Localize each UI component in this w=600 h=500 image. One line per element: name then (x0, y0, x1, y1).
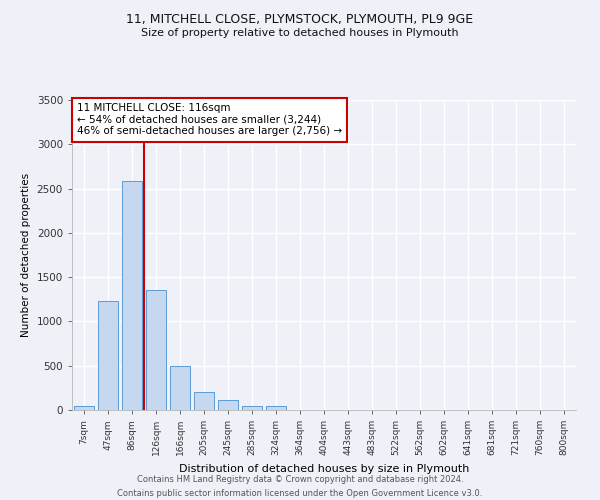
Bar (266, 406, 286, 410)
Bar (170, 366, 190, 410)
X-axis label: Distribution of detached houses by size in Plymouth: Distribution of detached houses by size … (179, 464, 469, 473)
Text: 11, MITCHELL CLOSE, PLYMSTOCK, PLYMOUTH, PL9 9GE: 11, MITCHELL CLOSE, PLYMSTOCK, PLYMOUTH,… (127, 12, 473, 26)
Bar (74, 406, 94, 410)
Bar (122, 180, 142, 410)
Bar (194, 392, 214, 410)
Y-axis label: Number of detached properties: Number of detached properties (21, 173, 31, 337)
Text: Contains HM Land Registry data © Crown copyright and database right 2024.
Contai: Contains HM Land Registry data © Crown c… (118, 476, 482, 498)
Bar (98, 301, 118, 410)
Text: 11 MITCHELL CLOSE: 116sqm
← 54% of detached houses are smaller (3,244)
46% of se: 11 MITCHELL CLOSE: 116sqm ← 54% of detac… (77, 103, 342, 136)
Bar (218, 400, 238, 410)
Bar (146, 290, 166, 410)
Text: Size of property relative to detached houses in Plymouth: Size of property relative to detached ho… (141, 28, 459, 38)
Bar (242, 406, 262, 410)
